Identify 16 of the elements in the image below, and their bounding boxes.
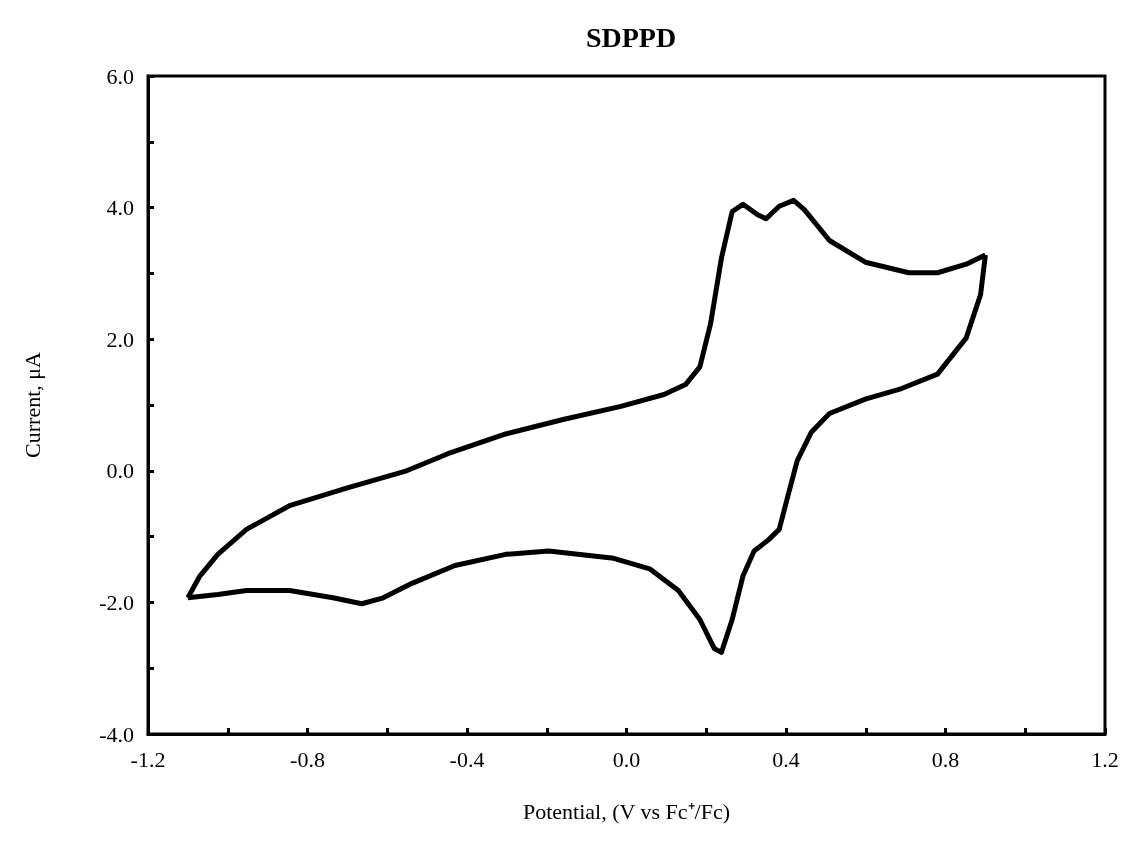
- y-tick-label: -2.0: [99, 589, 134, 615]
- y-tick-label: -4.0: [99, 721, 134, 747]
- x-tick-label: 0.0: [612, 746, 641, 772]
- x-tick-label: -0.4: [449, 746, 485, 772]
- x-tick-label: 1.2: [1091, 746, 1119, 772]
- chart-title: SDPPD: [585, 21, 677, 53]
- x-axis-title: Potential, (V vs Fc⁺/Fc): [522, 798, 731, 824]
- x-tick-label: -1.2: [130, 746, 166, 772]
- y-axis-title: Current, μA: [19, 351, 45, 458]
- y-tick-label: 4.0: [106, 195, 134, 221]
- y-tick-label: 6.0: [106, 63, 134, 89]
- x-tick-label: 0.8: [931, 746, 960, 772]
- x-tick-label: -0.8: [290, 746, 325, 772]
- x-tick-label: 0.4: [772, 746, 800, 772]
- y-tick-label: 0.0: [106, 458, 134, 484]
- y-tick-label: 2.0: [106, 326, 134, 352]
